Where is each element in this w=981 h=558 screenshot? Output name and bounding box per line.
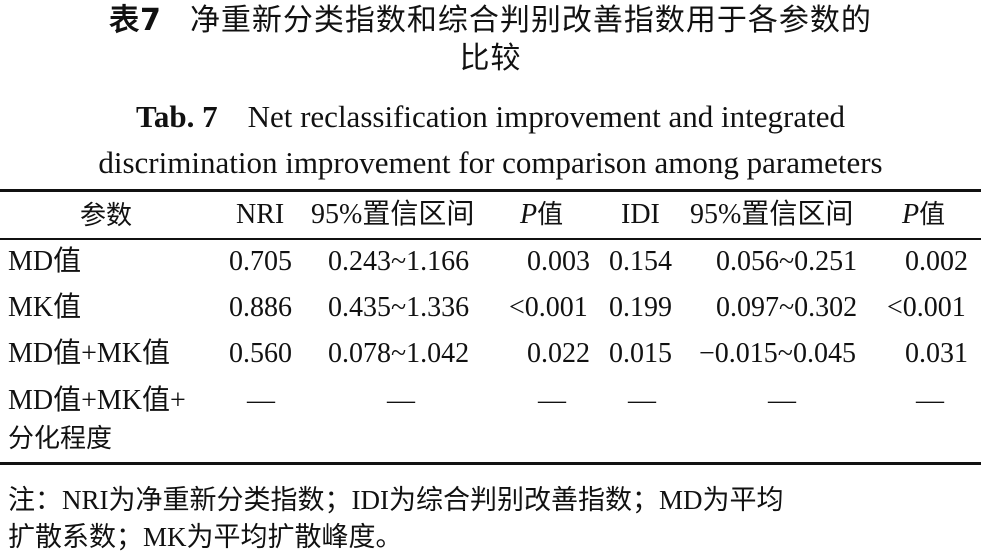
row-ci2: 0.097~0.302 <box>716 292 858 323</box>
table-note: 注：NRI为净重新分类指数；IDI为综合判别改善指数；MD为平均 扩散系数；MK… <box>8 482 978 556</box>
header-p1: P值 <box>520 195 563 235</box>
caption-english-line1: Tab. 7 Net reclassification improvement a… <box>0 94 981 140</box>
caption-cn-text: 净重新分类指数和综合判别改善指数用于各参数的 <box>189 3 872 38</box>
header-idi: IDI <box>621 199 660 230</box>
row-nri: 0.560 <box>229 338 292 369</box>
row-p2: 0.031 <box>905 338 968 369</box>
row-p1: <0.001 <box>509 292 588 323</box>
row-param: MD值 <box>8 246 82 277</box>
caption-english-line2: discrimination improvement for compariso… <box>98 145 883 180</box>
row-idi: 0.015 <box>609 338 672 369</box>
row-idi: 0.199 <box>609 292 672 323</box>
caption-chinese-line1: 表7 净重新分类指数和综合判别改善指数用于各参数的 <box>0 2 981 40</box>
table-top-rule <box>0 189 981 192</box>
header-p2-letter: P <box>902 199 920 230</box>
row-param-line2: 分化程度 <box>8 424 113 454</box>
row-nri: 0.886 <box>229 292 292 323</box>
table-bottom-rule <box>0 462 981 465</box>
row-nri: 0.705 <box>229 246 292 277</box>
header-p1-suffix: 值 <box>537 200 564 230</box>
row-p2: 0.002 <box>905 246 968 277</box>
table-note-line2: 扩散系数；MK为平均扩散峰度。 <box>8 522 403 552</box>
header-nri: NRI <box>236 199 285 230</box>
row-ci2: — <box>768 385 796 416</box>
row-ci1: 0.435~1.336 <box>328 292 470 323</box>
caption-chinese: 表7 净重新分类指数和综合判别改善指数用于各参数的 比较 <box>0 2 981 78</box>
row-ci1: — <box>387 385 415 416</box>
header-p2-suffix: 值 <box>919 200 946 230</box>
row-p2: — <box>916 385 944 416</box>
header-param: 参数 <box>80 201 133 231</box>
row-p2: <0.001 <box>887 292 966 323</box>
row-ci2: 0.056~0.251 <box>716 246 858 277</box>
header-ci1: 95%置信区间 <box>311 199 475 230</box>
caption-chinese-line2: 比较 <box>459 41 522 76</box>
table-header-rule <box>0 238 981 240</box>
caption-en-table-number: Tab. 7 <box>136 99 218 134</box>
header-ci2: 95%置信区间 <box>690 199 854 230</box>
row-idi: 0.154 <box>609 246 672 277</box>
row-param: MD值+MK值 <box>8 338 171 369</box>
table-note-line1: 注：NRI为净重新分类指数；IDI为综合判别改善指数；MD为平均 <box>8 485 784 515</box>
row-p1: — <box>538 385 566 416</box>
row-ci1: 0.078~1.042 <box>328 338 470 369</box>
row-ci1: 0.243~1.166 <box>328 246 470 277</box>
row-param: MK值 <box>8 292 82 323</box>
row-ci2: −0.015~0.045 <box>699 338 856 369</box>
header-p1-letter: P <box>520 199 538 230</box>
row-p1: 0.003 <box>527 246 590 277</box>
row-param: MD值+MK值+ <box>8 385 186 416</box>
row-p1: 0.022 <box>527 338 590 369</box>
row-nri: — <box>247 385 275 416</box>
caption-cn-table-number: 表7 <box>109 3 162 38</box>
header-p2: P值 <box>902 195 945 235</box>
row-idi: — <box>628 385 656 416</box>
caption-en-text: Net reclassification improvement and int… <box>247 99 845 134</box>
caption-english: Tab. 7 Net reclassification improvement a… <box>0 94 981 186</box>
